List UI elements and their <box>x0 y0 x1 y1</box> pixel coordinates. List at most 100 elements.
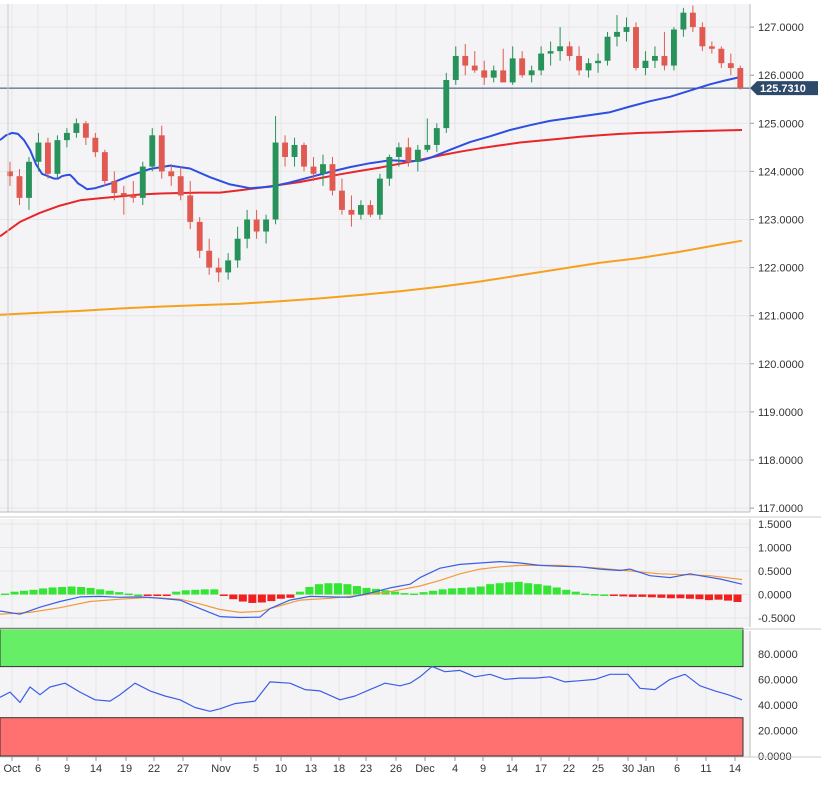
x-tick-label: 14 <box>506 763 518 775</box>
candle-body <box>120 193 127 196</box>
macd-histogram-bar-positive <box>400 593 409 595</box>
x-tick-label: 22 <box>148 763 160 775</box>
macd-histogram-bar-positive <box>39 588 48 595</box>
current-price-label: 125.7310 <box>760 83 806 95</box>
candle-body <box>158 135 165 172</box>
macd-histogram-bar-negative <box>647 594 656 598</box>
candle-body <box>395 147 402 157</box>
price-panel <box>0 4 750 512</box>
candle-body <box>680 12 687 30</box>
candle-body <box>490 70 497 78</box>
price-tick-label: 117.0000 <box>758 503 803 515</box>
x-tick-label: 25 <box>592 763 604 775</box>
macd-histogram-bar-positive <box>200 589 209 595</box>
macd-histogram-bar-negative <box>685 594 694 599</box>
candle-body <box>689 12 696 28</box>
candle-body <box>519 58 526 76</box>
rsi-tick-label: 20.0000 <box>758 725 798 737</box>
candle-body <box>291 144 298 157</box>
macd-histogram-bar-positive <box>58 586 67 595</box>
candle-body <box>414 149 421 162</box>
price-tick-label: 124.0000 <box>758 166 804 178</box>
candle-body <box>633 27 639 68</box>
price-tick-label: 119.0000 <box>758 407 803 419</box>
rsi-panel <box>0 627 750 757</box>
candle-body <box>708 46 715 49</box>
macd-histogram-bar-positive <box>476 586 485 595</box>
macd-histogram-bar-positive <box>429 590 438 595</box>
price-tick-label: 125.0000 <box>758 118 804 130</box>
candle-body <box>557 46 564 52</box>
price-tick-label: 120.0000 <box>758 359 804 371</box>
candle-body <box>481 70 488 78</box>
sma-blue-line <box>0 75 743 191</box>
macd-histogram-bar-negative <box>248 594 257 603</box>
candle-body <box>376 178 383 215</box>
candle-body <box>44 142 51 174</box>
macd-histogram-bar-positive <box>533 584 542 595</box>
macd-histogram-bar-positive <box>105 590 114 595</box>
x-tick-label: 13 <box>305 763 317 775</box>
macd-histogram-bar-positive <box>314 584 323 595</box>
x-tick-label: 30 <box>622 763 634 775</box>
candle-body <box>547 51 554 54</box>
macd-histogram-bar-negative <box>267 594 276 602</box>
macd-histogram-bar-negative <box>276 594 285 599</box>
candle-body <box>92 137 99 153</box>
candle-body <box>386 156 393 179</box>
macd-histogram-bar-positive <box>305 586 314 595</box>
candle-body <box>206 250 213 268</box>
price-tick-label: 118.0000 <box>758 455 803 467</box>
x-tick-label: 17 <box>535 763 547 775</box>
candle-body <box>433 128 440 145</box>
x-tick-label: 10 <box>275 763 287 775</box>
macd-histogram-bar-negative <box>229 594 238 600</box>
macd-histogram-bar-positive <box>571 591 580 595</box>
candle-body <box>329 164 336 191</box>
macd-histogram-bar-positive <box>67 586 76 595</box>
x-tick-label: 4 <box>452 763 458 775</box>
macd-histogram-bar-positive <box>524 583 533 595</box>
x-tick-label: 19 <box>120 763 132 775</box>
candle-body <box>244 219 251 239</box>
macd-histogram-bar-positive <box>419 592 428 595</box>
candle-body <box>348 209 355 215</box>
macd-histogram-bar-positive <box>115 592 124 595</box>
candle-body <box>661 55 668 66</box>
candle-body <box>301 144 307 167</box>
candle-body <box>623 27 630 32</box>
axes-layer: 117.0000 118.0000 119.0000 120.0000 121.0000… <box>0 4 821 775</box>
candle-body <box>462 55 469 66</box>
price-tick-label: 121.0000 <box>758 311 804 323</box>
x-tick-label: 6 <box>674 763 680 775</box>
macd-histogram-bar-negative <box>162 594 171 596</box>
candle-body <box>357 205 364 215</box>
candle-body <box>168 171 175 177</box>
macd-histogram-bar-positive <box>20 590 29 595</box>
candle-body <box>310 166 317 174</box>
rsi-tick-label: 80.0000 <box>758 649 798 661</box>
candle-body <box>699 27 706 47</box>
candle-body <box>585 63 592 71</box>
macd-line <box>0 561 743 619</box>
macd-tick-label: 1.5000 <box>758 519 792 531</box>
macd-histogram-bar-positive <box>352 586 361 595</box>
rsi-tick-label: 40.0000 <box>758 700 798 712</box>
candle-body <box>652 55 658 61</box>
x-tick-label: 6 <box>35 763 41 775</box>
macd-tick-label: 0.5000 <box>758 566 792 578</box>
candle-body <box>16 176 23 198</box>
x-tick-label: 22 <box>563 763 575 775</box>
price-tick-label: 122.0000 <box>758 263 804 275</box>
macd-histogram-bar-positive <box>505 582 514 595</box>
macd-histogram-bar-positive <box>48 587 57 595</box>
x-tick-label: Oct <box>3 763 20 775</box>
x-tick-label: 9 <box>64 763 70 775</box>
candle-body <box>500 70 507 83</box>
candle-body <box>225 260 232 273</box>
macd-histogram-bar-positive <box>172 591 181 595</box>
macd-histogram-bar-positive <box>457 587 466 595</box>
macd-histogram-bar-negative <box>714 594 723 600</box>
